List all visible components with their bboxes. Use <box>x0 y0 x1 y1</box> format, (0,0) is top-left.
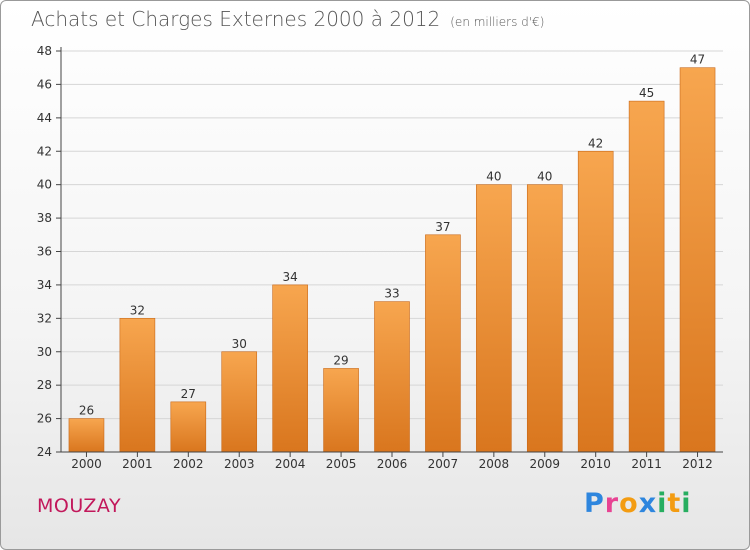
x-tick-label: 2004 <box>275 457 306 471</box>
x-tick-label: 2001 <box>122 457 153 471</box>
y-tick-label: 40 <box>37 178 52 192</box>
y-tick-label: 42 <box>37 144 52 158</box>
y-tick-label: 30 <box>37 345 52 359</box>
data-label-2012: 47 <box>690 53 705 67</box>
data-label-2010: 42 <box>588 136 603 150</box>
y-tick-label: 48 <box>37 44 52 58</box>
data-label-2000: 26 <box>79 404 94 418</box>
proxiti-logo: Proxiti <box>584 488 692 519</box>
y-tick-label: 38 <box>37 211 52 225</box>
chart-subtitle: (en milliers d'€) <box>450 15 545 29</box>
y-tick-label: 32 <box>37 311 52 325</box>
data-label-2002: 27 <box>181 387 196 401</box>
bars <box>68 67 716 453</box>
logo-letter: P <box>584 488 605 519</box>
x-tick-label: 2011 <box>631 457 662 471</box>
data-label-2008: 40 <box>486 170 501 184</box>
y-tick-label: 44 <box>37 111 52 125</box>
data-label-2011: 45 <box>639 86 654 100</box>
x-tick-label: 2007 <box>428 457 459 471</box>
x-tick-label: 2008 <box>479 457 510 471</box>
logo-letter: i <box>681 488 692 519</box>
data-label-2001: 32 <box>130 303 145 317</box>
x-tick-label: 2000 <box>71 457 102 471</box>
y-tick-label: 36 <box>37 245 52 259</box>
bar-2001 <box>119 318 156 453</box>
logo-letter: o <box>619 488 639 519</box>
y-tick-label: 24 <box>37 445 52 459</box>
logo-letter: r <box>604 488 620 519</box>
x-tick-label: 2005 <box>326 457 357 471</box>
y-tick-label: 46 <box>37 77 52 91</box>
bar-2006 <box>374 301 410 453</box>
data-labels: 26 32 27 30 34 29 33 37 40 40 42 45 47 <box>79 53 705 418</box>
logo-letter: x <box>638 488 658 519</box>
logo-letter: i <box>657 488 668 519</box>
y-tick-label: 26 <box>37 412 52 426</box>
x-tick-label: 2003 <box>224 457 255 471</box>
bar-2002 <box>170 401 207 453</box>
bar-2004 <box>272 284 308 453</box>
x-tick-label: 2006 <box>377 457 408 471</box>
chart-title-text: Achats et Charges Externes 2000 à 2012 <box>31 7 441 31</box>
bar-2005 <box>323 368 359 453</box>
bar-2012 <box>679 67 716 453</box>
bar-2003 <box>221 351 258 453</box>
bar-2009 <box>526 184 563 453</box>
bar-2011 <box>628 100 665 453</box>
bar-2007 <box>425 234 461 453</box>
logo-letter: t <box>667 488 682 519</box>
x-tick-label: 2002 <box>173 457 204 471</box>
bar-2010 <box>577 150 614 453</box>
data-label-2006: 33 <box>384 287 399 301</box>
x-tick-label: 2010 <box>580 457 611 471</box>
bar-2008 <box>476 184 512 453</box>
data-label-2009: 40 <box>537 170 552 184</box>
x-tick-label: 2009 <box>529 457 560 471</box>
data-label-2007: 37 <box>435 220 450 234</box>
y-tick-label: 28 <box>37 378 52 392</box>
y-tick-label: 34 <box>37 278 52 292</box>
data-label-2003: 30 <box>232 337 247 351</box>
bar-2000 <box>68 418 105 453</box>
place-name: MOUZAY <box>37 495 122 517</box>
axes: 24 26 28 30 32 34 36 38 40 42 44 46 48 2000 2001 2002 20… <box>37 44 723 471</box>
x-tick-label: 2012 <box>682 457 713 471</box>
data-label-2004: 34 <box>283 270 298 284</box>
data-label-2005: 29 <box>333 353 348 367</box>
chart-title: Achats et Charges Externes 2000 à 2012 (e… <box>31 7 544 31</box>
